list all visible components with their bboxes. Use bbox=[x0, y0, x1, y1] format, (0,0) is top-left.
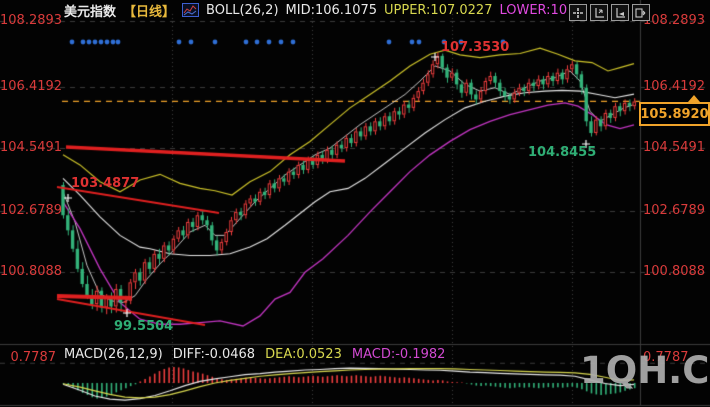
boll-mid-value: MID:106.1075 bbox=[285, 2, 378, 18]
zoom-axis-icon[interactable] bbox=[590, 4, 608, 21]
pan-axis-icon[interactable] bbox=[611, 4, 629, 21]
right-axis-label: 108.2893 bbox=[643, 13, 706, 28]
macd-macd-value: MACD:-0.1982 bbox=[351, 347, 446, 362]
macd-header: MACD(26,12,9) DIFF:-0.0468 DEA:0.0523 MA… bbox=[64, 347, 445, 362]
watermark: 1QH.CN bbox=[580, 349, 710, 392]
right-axis-label: 102.6789 bbox=[643, 203, 706, 218]
right-axis-label: 100.8088 bbox=[643, 264, 706, 279]
shift-right-icon[interactable] bbox=[632, 4, 650, 21]
macd-diff-value: DIFF:-0.0468 bbox=[172, 347, 256, 362]
symbol-name: 美元指数 bbox=[64, 4, 117, 20]
left-axis-label: 0.7787 bbox=[10, 350, 57, 365]
period-label: 【日线】 bbox=[123, 4, 176, 20]
right-axis-label: 104.5491 bbox=[643, 140, 706, 155]
crosshair-icon[interactable] bbox=[569, 4, 587, 21]
macd-dea-value: DEA:0.0523 bbox=[265, 347, 342, 362]
left-axis-label: 106.4192 bbox=[0, 79, 63, 94]
boll-params-label: BOLL(26,2) bbox=[206, 2, 279, 18]
left-axis-label: 104.5491 bbox=[0, 140, 63, 155]
left-axis-label: 102.6789 bbox=[0, 203, 63, 218]
pullback-low-annotation: 104.8455 bbox=[528, 145, 597, 160]
low-annotation: 99.5504 bbox=[114, 319, 174, 334]
mini-chart-icon[interactable] bbox=[182, 3, 200, 17]
boll-lower-value: LOWER:10 bbox=[499, 2, 568, 18]
right-axis-label: 0.7787 bbox=[643, 350, 689, 365]
current-price-badge: 105.8920 bbox=[639, 102, 710, 126]
right-axis-label: 106.4192 bbox=[643, 79, 706, 94]
chart-toolbar bbox=[569, 4, 650, 21]
high-annotation: 107.3530 bbox=[441, 40, 510, 55]
pivot-high-annotation: 103.4877 bbox=[71, 176, 140, 191]
price-up-triangle-icon bbox=[688, 95, 700, 102]
chart-header: 美元指数 【日线】 BOLL(26,2) MID:106.1075 UPPER:… bbox=[64, 2, 568, 20]
left-axis-label: 100.8088 bbox=[0, 264, 63, 279]
boll-upper-value: UPPER:107.0227 bbox=[384, 2, 493, 18]
macd-params-label: MACD(26,12,9) bbox=[64, 347, 163, 362]
left-axis-label: 108.2893 bbox=[0, 13, 63, 28]
